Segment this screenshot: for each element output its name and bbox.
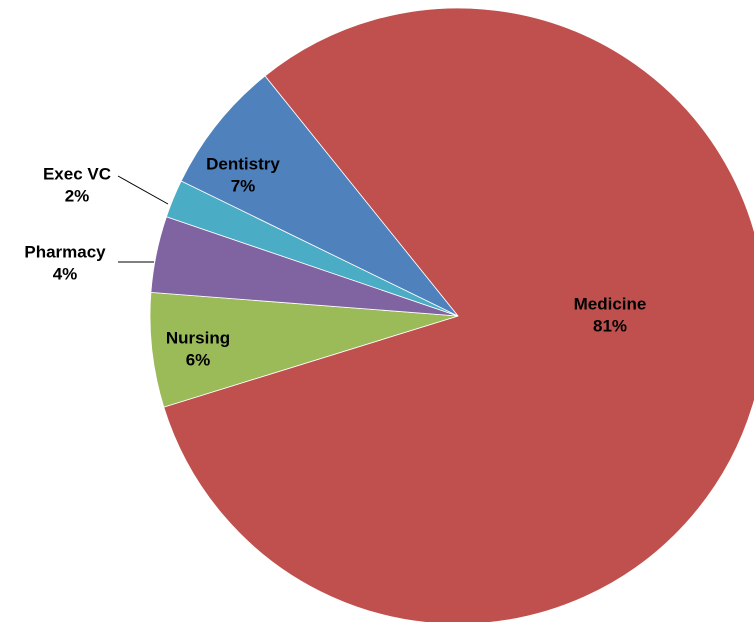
slice-value-label: 7% <box>231 176 256 195</box>
slice-value-label: 2% <box>65 186 90 205</box>
slice-label: Exec VC <box>43 164 111 183</box>
labels: Medicine 81% Nursing 6% Pharmacy 4% Exec VC 2% D… <box>24 154 646 369</box>
slice-label: Pharmacy <box>24 242 106 261</box>
slice-label: Dentistry <box>206 154 280 173</box>
slice <box>180 75 459 317</box>
slice-label: Medicine <box>574 294 647 313</box>
slice-label: Nursing <box>166 328 230 347</box>
slice <box>163 7 754 622</box>
slice-value-label: 6% <box>186 350 211 369</box>
slice-value-label: 4% <box>53 264 78 283</box>
slices <box>149 7 754 622</box>
leader-line <box>117 175 169 205</box>
slice-value-label: 81% <box>593 316 627 335</box>
